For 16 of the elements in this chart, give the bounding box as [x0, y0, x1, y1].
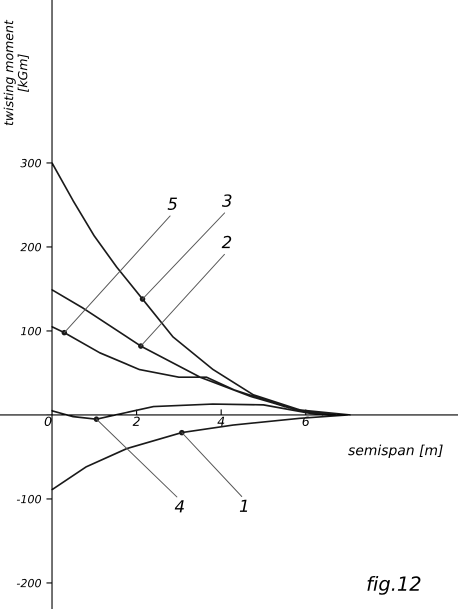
text: 3 — [222, 194, 232, 207]
y-tick-label: 300 — [20, 158, 42, 168]
text: 5 — [168, 198, 177, 210]
x-tick-label: 4 — [217, 416, 224, 426]
y-tick-label: 200 — [20, 242, 42, 252]
x-tick-label: 2 — [132, 416, 140, 426]
annotation: fig.12 — [367, 576, 420, 595]
y-tick-label: -200 — [16, 578, 42, 588]
y-tick-label: 100 — [20, 326, 42, 336]
x-tick-label: 0 — [44, 416, 52, 426]
x-axis-title: semispan [m] — [348, 444, 443, 458]
text: 1 — [240, 500, 248, 512]
y-tick-label: -100 — [16, 494, 42, 504]
text: 2 — [222, 236, 232, 248]
text: 4 — [174, 500, 184, 512]
y-axis-title: twisting moment [kGm] — [4, 20, 29, 126]
